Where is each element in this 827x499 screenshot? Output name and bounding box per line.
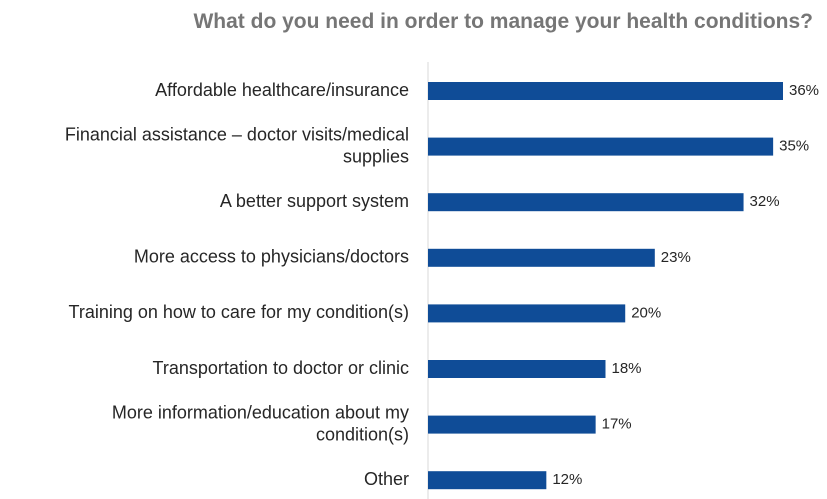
bar xyxy=(428,471,547,490)
category-label-line: Training on how to care for my condition… xyxy=(69,302,409,322)
category-label-line: Financial assistance – doctor visits/med… xyxy=(65,124,409,144)
data-label: 18% xyxy=(612,360,642,377)
category-label: More access to physicians/doctors xyxy=(134,247,409,267)
category-label: Affordable healthcare/insurance xyxy=(155,80,409,100)
category-label-line: condition(s) xyxy=(316,424,409,444)
category-label-line: Affordable healthcare/insurance xyxy=(155,80,409,100)
data-label: 35% xyxy=(779,138,809,155)
data-label: 32% xyxy=(750,193,780,210)
category-label: Financial assistance – doctor visits/med… xyxy=(65,124,409,166)
data-label: 20% xyxy=(631,304,661,321)
data-label: 23% xyxy=(661,249,691,266)
chart-title: What do you need in order to manage your… xyxy=(193,10,813,33)
bar xyxy=(428,137,774,156)
category-label-line: More information/education about my xyxy=(112,402,409,422)
category-label: Training on how to care for my condition… xyxy=(69,302,409,322)
category-label: A better support system xyxy=(220,191,409,211)
data-label: 17% xyxy=(602,416,632,433)
category-label: More information/education about my condi… xyxy=(112,402,409,444)
bar xyxy=(428,360,606,378)
category-label-line: Transportation to doctor or clinic xyxy=(153,358,409,378)
category-label-line: Other xyxy=(364,469,409,489)
data-label: 36% xyxy=(789,82,819,99)
data-label: 12% xyxy=(552,471,582,488)
category-label-line: A better support system xyxy=(220,191,409,211)
bar xyxy=(428,82,783,100)
bar xyxy=(428,248,655,267)
category-label-line: More access to physicians/doctors xyxy=(134,247,409,267)
bar xyxy=(428,193,744,212)
bar xyxy=(428,304,626,323)
bar xyxy=(428,415,596,434)
category-label: Other xyxy=(364,469,409,489)
category-label-line: supplies xyxy=(343,146,409,166)
category-label: Transportation to doctor or clinic xyxy=(153,358,409,378)
